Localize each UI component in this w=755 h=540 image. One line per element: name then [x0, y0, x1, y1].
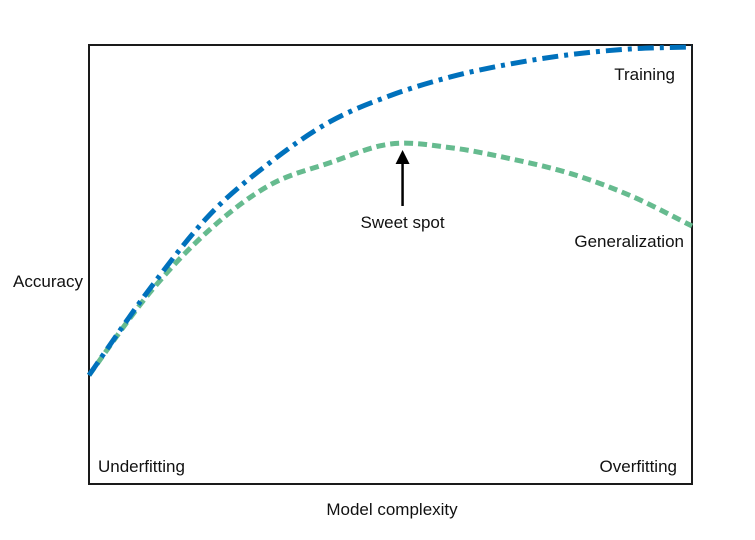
x-axis-label: Model complexity — [326, 500, 458, 519]
y-axis-label: Accuracy — [13, 272, 83, 291]
underfitting-label: Underfitting — [98, 457, 185, 476]
overfitting-label: Overfitting — [600, 457, 677, 476]
sweet-spot-label: Sweet spot — [361, 213, 445, 232]
series-layer — [89, 47, 692, 375]
sweet-spot-arrow — [396, 150, 410, 206]
sweet-spot-arrow-head — [396, 150, 410, 164]
series-label-generalization: Generalization — [574, 232, 684, 251]
plot-frame — [89, 45, 692, 484]
series-label-training: Training — [614, 65, 675, 84]
generalization-line — [89, 143, 692, 375]
training-line — [89, 47, 692, 375]
